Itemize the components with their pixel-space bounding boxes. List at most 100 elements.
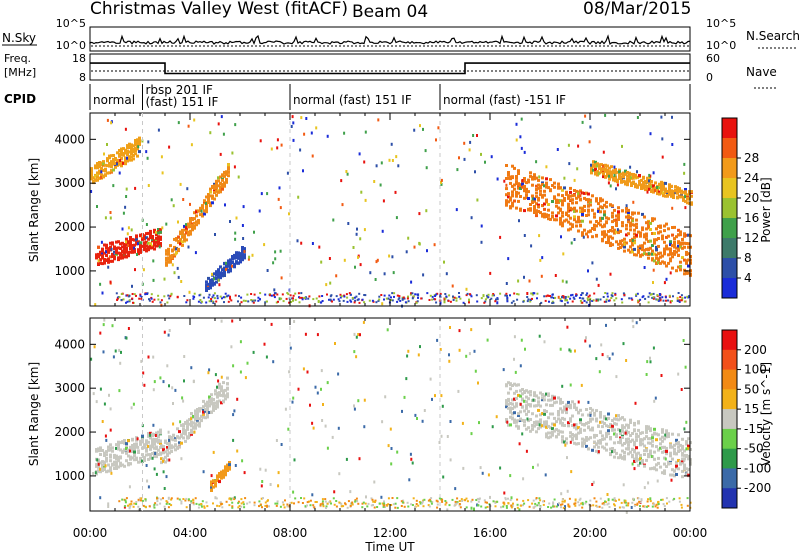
scatter-cell (454, 487, 457, 491)
heatmap-cell (194, 424, 197, 428)
heatmap-cell (675, 452, 678, 456)
heatmap-cell (219, 181, 222, 185)
heatmap-cell (129, 246, 132, 250)
scatter-cell (316, 391, 319, 395)
heatmap-cell (111, 449, 114, 453)
ground-scatter-cell (394, 502, 397, 505)
heatmap-cell (96, 162, 99, 166)
ground-scatter-cell (599, 497, 602, 500)
heatmap-cell (685, 242, 688, 245)
ground-scatter-cell (428, 505, 431, 508)
y-tick-label: 3000 (54, 381, 85, 395)
heatmap-cell (609, 423, 612, 427)
heatmap-cell (624, 182, 627, 186)
ground-scatter-cell (543, 500, 546, 503)
scatter-cell (490, 155, 493, 159)
heatmap-cell (669, 250, 672, 254)
heatmap-cell (665, 449, 668, 453)
ground-scatter-cell (349, 293, 352, 296)
heatmap-cell (685, 442, 688, 446)
ground-scatter-cell (586, 297, 589, 300)
heatmap-cell (639, 231, 642, 235)
heatmap-cell (651, 252, 654, 256)
heatmap-cell (583, 441, 586, 445)
heatmap-cell (117, 256, 120, 260)
heatmap-cell (557, 432, 560, 436)
ground-scatter-cell (647, 295, 650, 298)
heatmap-cell (515, 175, 518, 179)
heatmap-cell (147, 457, 150, 461)
heatmap-cell (133, 250, 136, 254)
ground-scatter-cell (375, 301, 378, 304)
scatter-cell (456, 168, 459, 172)
heatmap-cell (131, 250, 134, 254)
nsky-line (89, 34, 691, 46)
ground-scatter-cell (176, 497, 179, 500)
heatmap-cell (581, 207, 584, 211)
scatter-cell (154, 434, 157, 437)
heatmap-cell (137, 449, 140, 453)
ground-scatter-cell (434, 295, 437, 297)
ground-scatter-cell (298, 296, 301, 299)
ground-scatter-cell (321, 300, 324, 302)
heatmap-cell (668, 185, 671, 189)
heatmap-cell (683, 268, 686, 272)
scatter-cell (154, 452, 157, 455)
heatmap-cell (111, 252, 114, 256)
heatmap-cell (623, 240, 626, 244)
heatmap-cell (636, 175, 639, 179)
heatmap-cell (147, 440, 150, 444)
scatter-cell (261, 480, 264, 483)
heatmap-cell (155, 233, 158, 237)
heatmap-cell (188, 418, 191, 422)
heatmap-cell (233, 265, 236, 269)
scatter-cell (358, 457, 361, 461)
heatmap-cell (195, 210, 198, 214)
heatmap-cell (164, 455, 167, 459)
heatmap-cell (535, 404, 538, 408)
heatmap-cell (213, 272, 216, 276)
scatter-cell (445, 272, 448, 276)
ground-scatter-cell (373, 500, 376, 503)
ground-scatter-cell (344, 502, 346, 505)
nsky-tick-top: 10^5 (56, 17, 86, 30)
heatmap-cell (573, 209, 576, 213)
ground-scatter-cell (281, 501, 284, 504)
heatmap-cell (132, 157, 135, 161)
heatmap-cell (211, 194, 214, 198)
heatmap-cell (571, 414, 574, 418)
heatmap-cell (535, 211, 538, 215)
ground-scatter-cell (262, 497, 264, 500)
ground-scatter-cell (157, 298, 160, 301)
heatmap-cell (591, 408, 594, 412)
heatmap-cell (215, 184, 218, 188)
heatmap-cell (129, 240, 132, 244)
scatter-cell (683, 459, 686, 463)
colorbar-swatch (722, 238, 737, 259)
heatmap-cell (583, 228, 586, 232)
heatmap-cell (96, 171, 99, 175)
heatmap-cell (129, 445, 132, 449)
heatmap-cell (624, 180, 627, 184)
ground-scatter-cell (300, 497, 302, 499)
scatter-cell (646, 190, 649, 194)
heatmap-cell (587, 213, 590, 217)
heatmap-cell (215, 181, 218, 185)
scatter-cell (451, 284, 454, 288)
scatter-cell (518, 442, 521, 446)
heatmap-cell (523, 179, 526, 183)
heatmap-cell (601, 232, 604, 236)
ground-scatter-cell (396, 497, 399, 500)
heatmap-cell (665, 435, 668, 439)
heatmap-cell (129, 462, 132, 466)
ground-scatter-cell (480, 505, 483, 508)
heatmap-cell (543, 424, 546, 428)
ground-scatter-cell (126, 300, 129, 303)
heatmap-cell (136, 140, 139, 144)
scatter-cell (297, 195, 300, 199)
heatmap-cell (523, 391, 526, 394)
scatter-cell (273, 288, 276, 292)
heatmap-cell (157, 231, 160, 235)
heatmap-cell (102, 168, 105, 172)
heatmap-cell (523, 399, 526, 403)
